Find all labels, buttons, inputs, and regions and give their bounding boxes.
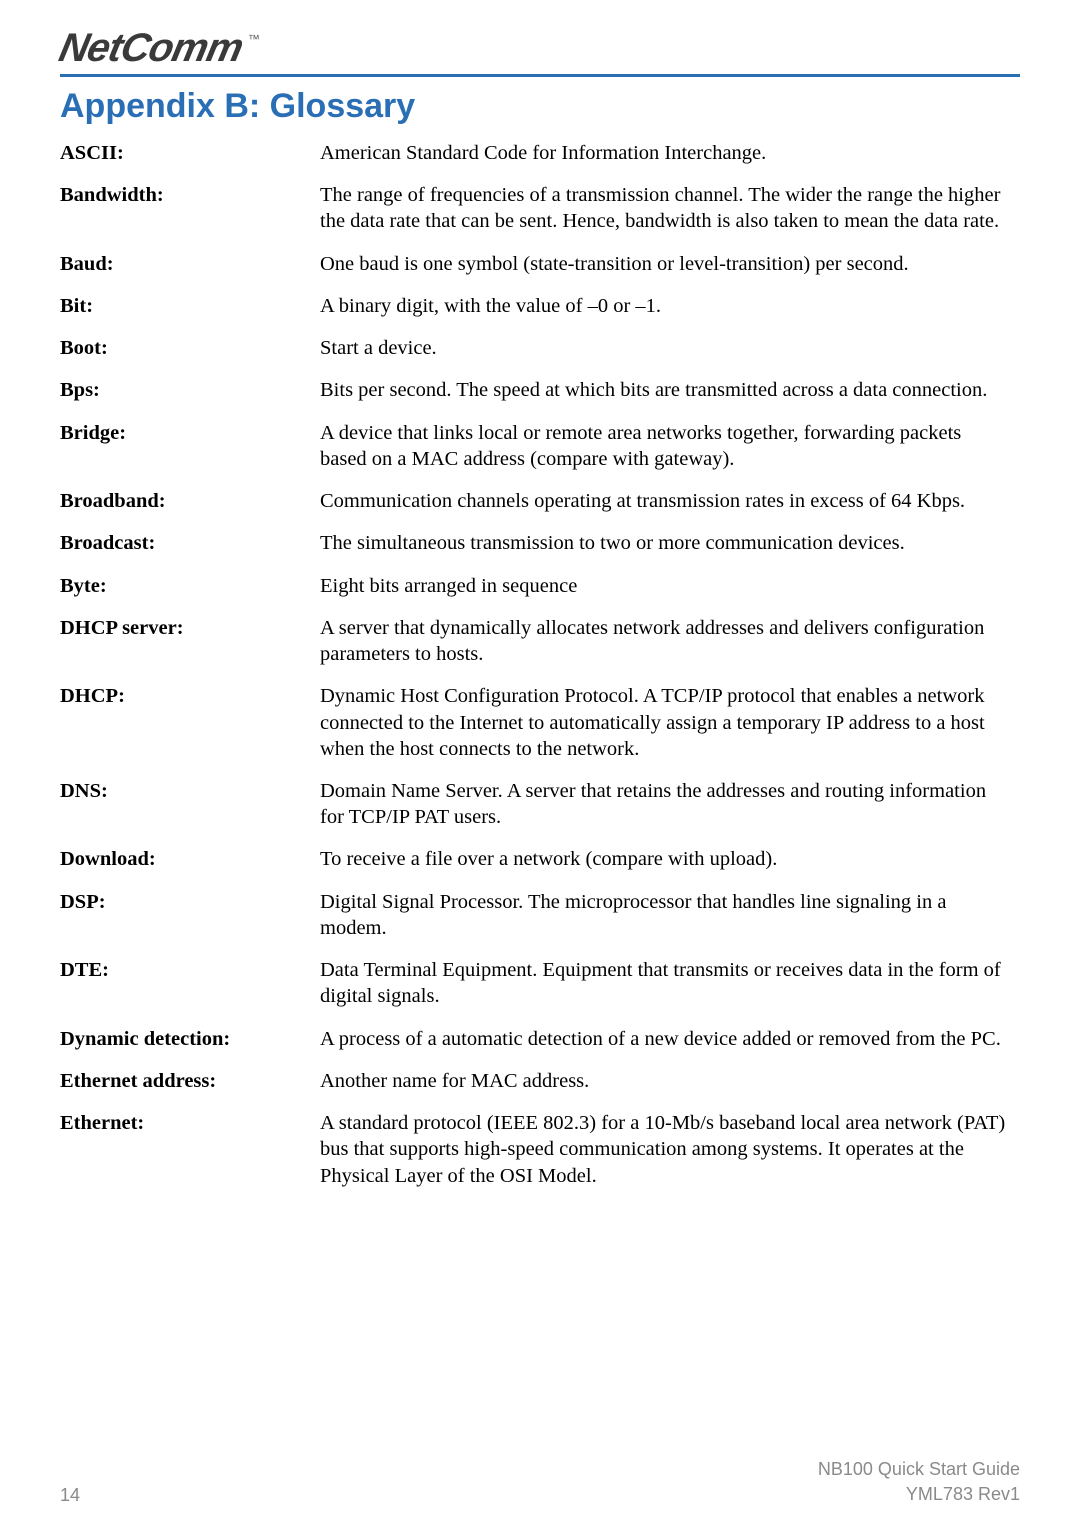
glossary-entry: Broadcast:The simultaneous transmission … xyxy=(60,530,1020,556)
glossary-entry: Download:To receive a file over a networ… xyxy=(60,846,1020,872)
glossary-entry: DHCP:Dynamic Host Configuration Protocol… xyxy=(60,683,1020,762)
glossary-entry: DHCP server:A server that dynamically al… xyxy=(60,615,1020,667)
glossary-entry: Ethernet:A standard protocol (IEEE 802.3… xyxy=(60,1110,1020,1189)
glossary-term: DHCP server: xyxy=(60,615,320,667)
section-title: Appendix B: Glossary xyxy=(60,87,1020,126)
glossary-term: Baud: xyxy=(60,251,320,277)
glossary-entry: DTE:Data Terminal Equipment. Equipment t… xyxy=(60,957,1020,1009)
glossary-term: Ethernet address: xyxy=(60,1068,320,1094)
glossary-definition: Domain Name Server. A server that retain… xyxy=(320,778,1020,830)
glossary-term: ASCII: xyxy=(60,140,320,166)
glossary-term: Broadcast: xyxy=(60,530,320,556)
trademark-symbol: ™ xyxy=(248,32,260,46)
glossary-term: Bridge: xyxy=(60,420,320,472)
glossary-term: Boot: xyxy=(60,335,320,361)
glossary-entry: Bandwidth:The range of frequencies of a … xyxy=(60,182,1020,234)
glossary-definition: The simultaneous transmission to two or … xyxy=(320,530,1020,556)
glossary-term: Ethernet: xyxy=(60,1110,320,1189)
glossary-entry: Baud:One baud is one symbol (state-trans… xyxy=(60,251,1020,277)
footer-doc-rev: YML783 Rev1 xyxy=(818,1482,1020,1506)
glossary-definition: A device that links local or remote area… xyxy=(320,420,1020,472)
glossary-entry: Bps:Bits per second. The speed at which … xyxy=(60,377,1020,403)
glossary-definition: To receive a file over a network (compar… xyxy=(320,846,1020,872)
glossary-definition: Bits per second. The speed at which bits… xyxy=(320,377,1020,403)
glossary-entry: Boot:Start a device. xyxy=(60,335,1020,361)
glossary-term: DNS: xyxy=(60,778,320,830)
glossary-entry: Broadband:Communication channels operati… xyxy=(60,488,1020,514)
glossary-entry: Bit:A binary digit, with the value of –0… xyxy=(60,293,1020,319)
glossary-entry: DSP:Digital Signal Processor. The microp… xyxy=(60,889,1020,941)
glossary-entry: Bridge:A device that links local or remo… xyxy=(60,420,1020,472)
glossary-definition: One baud is one symbol (state-transition… xyxy=(320,251,1020,277)
glossary-list: ASCII:American Standard Code for Informa… xyxy=(60,140,1020,1189)
glossary-term: Bps: xyxy=(60,377,320,403)
glossary-entry: ASCII:American Standard Code for Informa… xyxy=(60,140,1020,166)
glossary-definition: Start a device. xyxy=(320,335,1020,361)
glossary-definition: A binary digit, with the value of –0 or … xyxy=(320,293,1020,319)
glossary-term: DTE: xyxy=(60,957,320,1009)
glossary-definition: Another name for MAC address. xyxy=(320,1068,1020,1094)
glossary-definition: Dynamic Host Configuration Protocol. A T… xyxy=(320,683,1020,762)
brand-logo: NetComm xyxy=(56,28,246,68)
glossary-definition: American Standard Code for Information I… xyxy=(320,140,1020,166)
glossary-definition: A process of a automatic detection of a … xyxy=(320,1026,1020,1052)
glossary-definition: The range of frequencies of a transmissi… xyxy=(320,182,1020,234)
header-logo-row: NetComm ™ xyxy=(60,28,1020,77)
glossary-term: DSP: xyxy=(60,889,320,941)
glossary-term: Byte: xyxy=(60,573,320,599)
glossary-term: Download: xyxy=(60,846,320,872)
glossary-definition: Digital Signal Processor. The microproce… xyxy=(320,889,1020,941)
glossary-definition: Data Terminal Equipment. Equipment that … xyxy=(320,957,1020,1009)
footer-doc-title: NB100 Quick Start Guide xyxy=(818,1457,1020,1481)
glossary-definition: Eight bits arranged in sequence xyxy=(320,573,1020,599)
glossary-term: DHCP: xyxy=(60,683,320,762)
page-footer: 14 NB100 Quick Start Guide YML783 Rev1 xyxy=(60,1457,1020,1506)
glossary-entry: Dynamic detection:A process of a automat… xyxy=(60,1026,1020,1052)
glossary-term: Bandwidth: xyxy=(60,182,320,234)
glossary-definition: Communication channels operating at tran… xyxy=(320,488,1020,514)
glossary-definition: A server that dynamically allocates netw… xyxy=(320,615,1020,667)
glossary-entry: Ethernet address:Another name for MAC ad… xyxy=(60,1068,1020,1094)
glossary-entry: Byte:Eight bits arranged in sequence xyxy=(60,573,1020,599)
glossary-term: Dynamic detection: xyxy=(60,1026,320,1052)
glossary-entry: DNS:Domain Name Server. A server that re… xyxy=(60,778,1020,830)
page-number: 14 xyxy=(60,1485,80,1506)
glossary-term: Bit: xyxy=(60,293,320,319)
glossary-definition: A standard protocol (IEEE 802.3) for a 1… xyxy=(320,1110,1020,1189)
glossary-term: Broadband: xyxy=(60,488,320,514)
